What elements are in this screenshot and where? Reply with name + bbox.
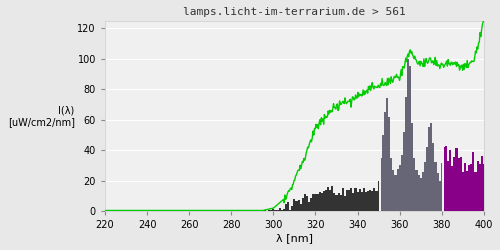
X-axis label: λ [nm]: λ [nm] [276, 233, 313, 243]
Title: lamps.licht-im-terrarium.de > 561: lamps.licht-im-terrarium.de > 561 [183, 7, 406, 17]
Y-axis label: I(λ)
[uW/cm2/nm]: I(λ) [uW/cm2/nm] [8, 105, 74, 127]
